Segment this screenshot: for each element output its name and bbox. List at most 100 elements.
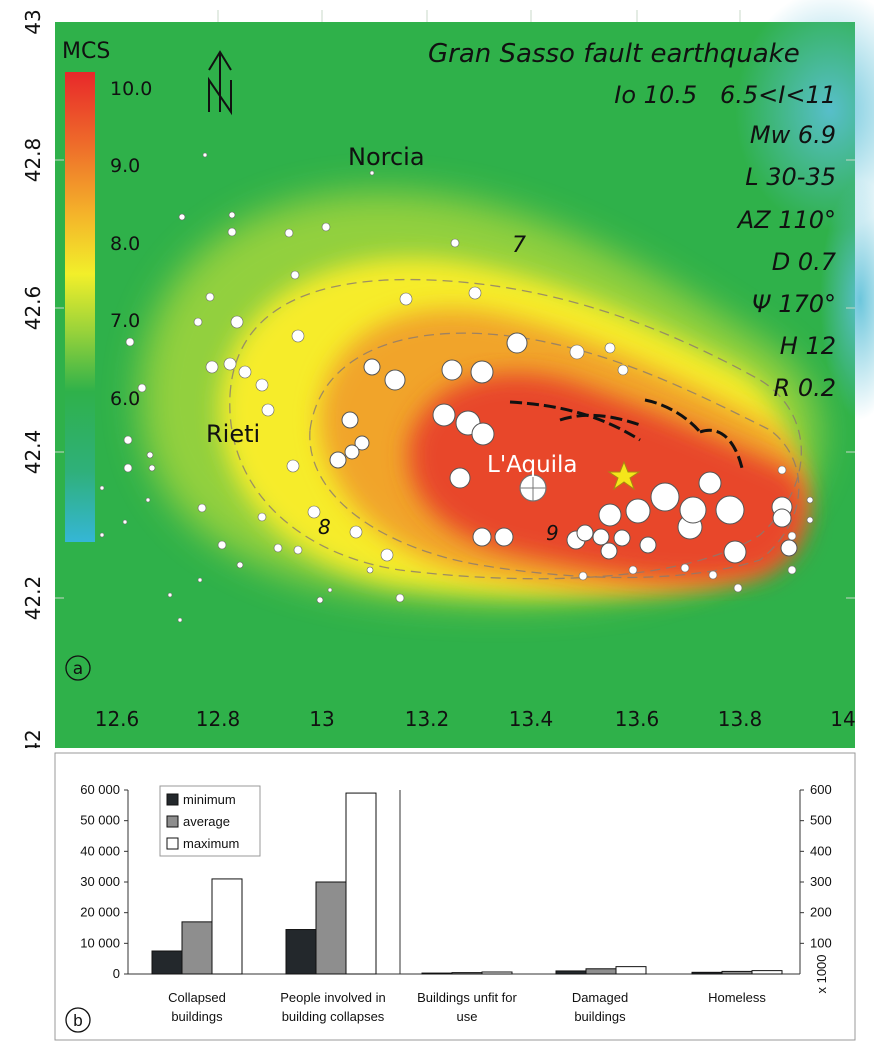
left-tick-label: 60 000 (80, 782, 120, 797)
legend-tick-7: 7.0 (110, 310, 140, 332)
right-axis-ticks: 600 500 400 300 200 100 (800, 782, 832, 950)
left-tick-label: 50 000 (80, 813, 120, 828)
fault-traces (509, 398, 744, 469)
left-tick-label: 40 000 (80, 843, 120, 858)
bar-minimum (691, 971, 723, 975)
contour-label-8: 8 (318, 515, 331, 539)
bar-maximum (211, 878, 243, 975)
legend-tick-8: 8.0 (110, 233, 140, 255)
bar-maximum (615, 966, 647, 975)
lat-tick: 43 (21, 9, 45, 34)
mcs-color-scale (65, 72, 95, 542)
legend-title: MCS (62, 39, 110, 64)
left-axis-ticks: 60 000 50 000 40 000 30 000 20 000 10 000 0 (80, 782, 128, 981)
losses-chart-panel: 60 000 50 000 40 000 30 000 20 000 10 000 0 60… (0, 748, 874, 1042)
large-damage-points (329, 332, 798, 564)
bar-average (451, 972, 483, 975)
lat-tick: 42.6 (21, 286, 45, 331)
north-arrow-icon (208, 50, 232, 116)
bar-average (315, 881, 347, 975)
right-tick-label: 300 (810, 874, 832, 889)
lon-tick: 13.6 (615, 707, 660, 731)
sea-area-east (820, 180, 874, 420)
legend-swatch-minimum (166, 793, 179, 806)
lon-tick: 13.2 (405, 707, 450, 731)
place-norcia: Norcia (348, 143, 425, 171)
panel-label-b: b (73, 1011, 82, 1030)
category-label: buildings (171, 1009, 223, 1024)
panel-label-a-circle (65, 655, 91, 681)
lon-tick: 13.8 (718, 707, 763, 731)
left-tick-label: 20 000 (80, 905, 120, 920)
bar-minimum (421, 972, 453, 975)
intensity-map-panel: MCS 10.0 9.0 8.0 7.0 6.0 Gran Sasso faul… (21, 0, 874, 755)
param-h: H 12 (780, 332, 836, 360)
param-intensity: Io 10.5 6.5<I<11 (614, 81, 836, 109)
isoseismal-contours (229, 278, 802, 580)
legend-label-maximum: maximum (183, 836, 239, 851)
left-tick-label: 0 (113, 966, 120, 981)
category-labels: Collapsed buildings People involved in buil… (168, 990, 766, 1024)
param-d: D 0.7 (772, 248, 837, 276)
category-label: People involved in (280, 990, 386, 1005)
bar-maximum (481, 971, 513, 975)
right-tick-label: 500 (810, 813, 832, 828)
param-length: L 30-35 (745, 163, 836, 191)
small-damage-points (99, 152, 814, 623)
longitude-axis: 12.6 12.8 13 13.2 13.4 13.6 13.8 14 (95, 707, 856, 731)
right-tick-label: 100 (810, 935, 832, 950)
latitude-tick-marks (55, 159, 855, 599)
crosshair-marker (519, 474, 547, 502)
bar-minimum (555, 970, 587, 975)
chart-legend: minimum average maximum (159, 785, 261, 857)
category-label: Collapsed (168, 990, 226, 1005)
latitude-axis: 43 42.8 42.6 42.4 42.2 42 (21, 9, 45, 754)
legend-swatch-average (166, 815, 179, 828)
category-label: Buildings unfit for (417, 990, 517, 1005)
contour-label-9: 9 (546, 521, 559, 545)
right-tick-label: 600 (810, 782, 832, 797)
lat-tick: 42 (21, 729, 45, 748)
lat-tick: 42.2 (21, 576, 45, 621)
bar-average (721, 970, 753, 975)
bar-minimum (285, 929, 317, 975)
place-rieti: Rieti (206, 420, 260, 448)
param-r: R 0.2 (774, 374, 836, 402)
bar-maximum (345, 792, 377, 975)
category-label: buildings (574, 1009, 626, 1024)
sea-area (735, 0, 874, 230)
bar-minimum (151, 950, 183, 975)
lon-tick: 13 (309, 707, 334, 731)
right-tick-label: 200 (810, 905, 832, 920)
contour-label-7: 7 (512, 233, 526, 258)
lat-tick: 42.8 (21, 138, 45, 183)
lon-tick: 14 (830, 707, 855, 731)
legend-tick-10: 10.0 (110, 78, 152, 100)
longitude-tick-marks (217, 10, 741, 22)
param-azimuth: AZ 110° (736, 206, 836, 234)
panel-label-b-circle (65, 1007, 91, 1033)
category-label: Homeless (708, 990, 766, 1005)
bar-average (585, 968, 617, 975)
category-label: Damaged (572, 990, 628, 1005)
legend-swatch-maximum (166, 837, 179, 850)
lon-tick: 12.6 (95, 707, 140, 731)
lon-tick: 12.8 (196, 707, 241, 731)
bar-marks (151, 792, 783, 975)
epicenter-star-icon (607, 460, 641, 491)
bar-maximum (751, 970, 783, 975)
right-axis-unit: x 1000 (814, 954, 829, 993)
legend-tick-9: 9.0 (110, 155, 140, 177)
category-label: use (457, 1009, 478, 1024)
lat-tick: 42.4 (21, 430, 45, 475)
legend-label-average: average (183, 814, 230, 829)
bar-average (181, 921, 213, 975)
place-laquila: L'Aquila (487, 452, 578, 478)
legend-tick-6: 6.0 (110, 388, 140, 410)
left-tick-label: 30 000 (80, 874, 120, 889)
param-mw: Mw 6.9 (750, 121, 836, 149)
legend-label-minimum: minimum (183, 792, 236, 807)
map-title: Gran Sasso fault earthquake (428, 39, 800, 69)
category-label: building collapses (282, 1009, 385, 1024)
left-tick-label: 10 000 (80, 935, 120, 950)
